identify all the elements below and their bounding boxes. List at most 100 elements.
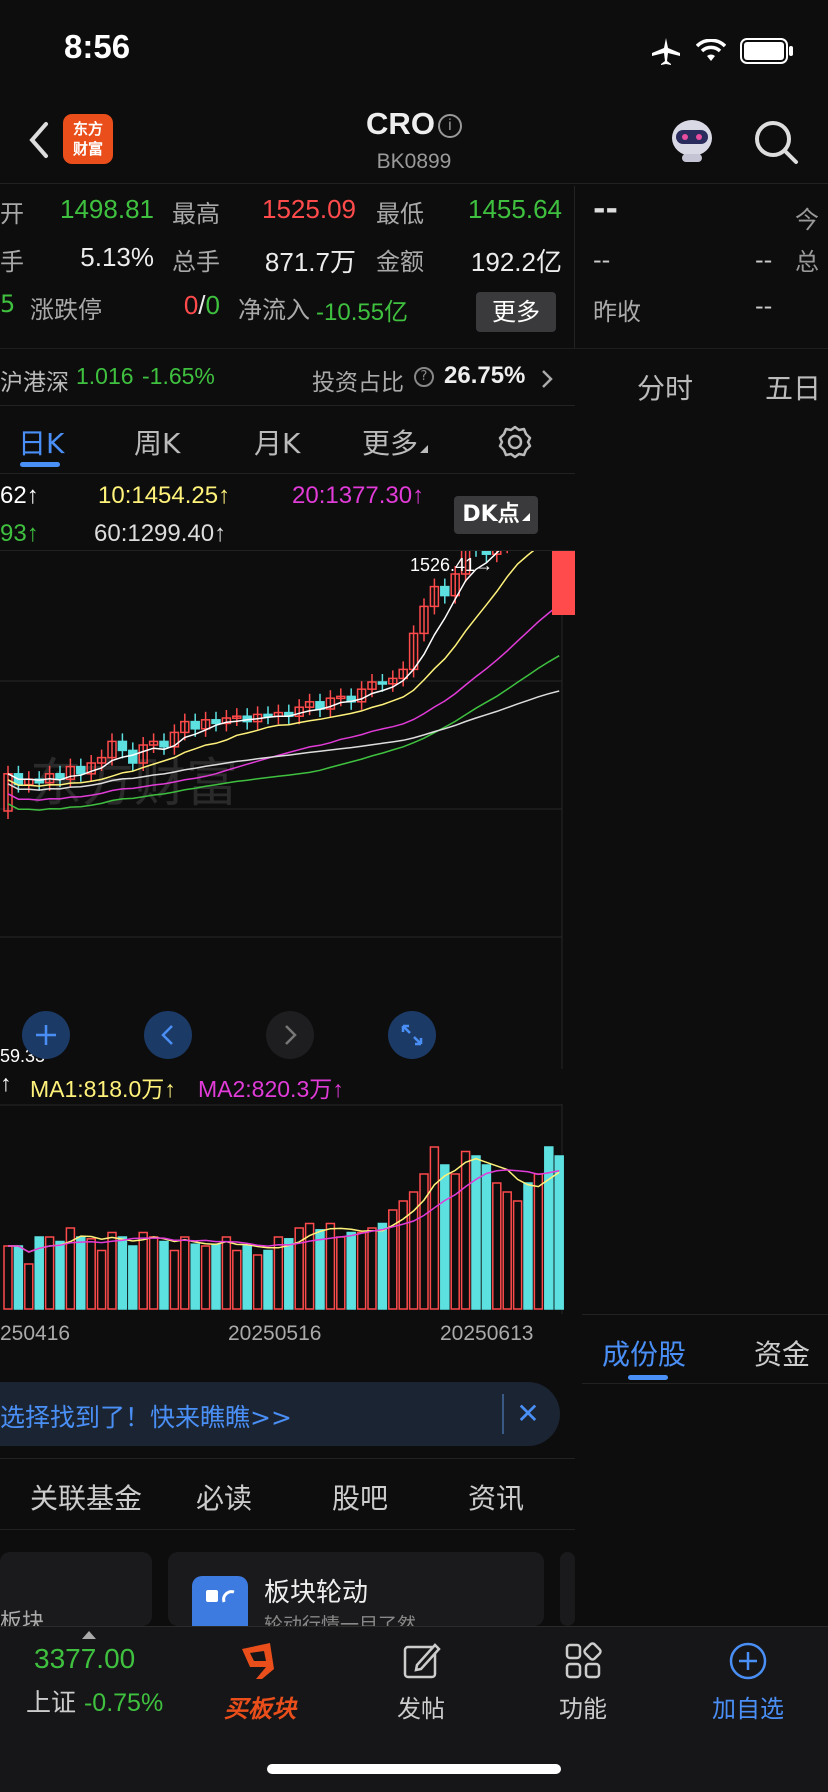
search-icon[interactable] xyxy=(752,118,800,166)
sh-index-value[interactable]: 3377.00 xyxy=(34,1643,136,1674)
kline-chart[interactable]: 东方财富 1526.41→ 59.33 xyxy=(0,495,575,1069)
volume-value: 871.7万 xyxy=(264,247,356,277)
volume-bar xyxy=(55,1240,65,1310)
tab-components[interactable]: 成份股 xyxy=(602,1338,687,1371)
functions-label: 功能 xyxy=(559,1695,607,1723)
vol-ma2: MA2:820.3万↑ xyxy=(198,1076,344,1102)
buy-sector-label: 买板块 xyxy=(224,1695,296,1723)
tab-must-read[interactable]: 必读 xyxy=(196,1482,253,1515)
back-icon[interactable] xyxy=(22,118,58,162)
tab-month-k[interactable]: 月K xyxy=(254,427,301,460)
candle-body xyxy=(232,715,242,719)
banner-text[interactable]: 选择找到了！快来瞧瞧>> xyxy=(0,1403,292,1432)
date-label-1: 250416 xyxy=(0,1322,71,1345)
amount-label: 金额 xyxy=(376,248,424,276)
app-logo[interactable]: 东方 财富 xyxy=(63,114,113,164)
assistant-robot-icon[interactable] xyxy=(664,114,720,166)
volume-chart[interactable] xyxy=(0,1104,575,1314)
tab-funds[interactable]: 资金 xyxy=(754,1338,811,1371)
vol-ma1: MA1:818.0万↑ xyxy=(30,1076,176,1102)
open-label: 开 xyxy=(0,200,24,228)
candle-body xyxy=(377,681,388,685)
volume-ma-line xyxy=(8,1169,560,1253)
right-value-a: -- xyxy=(593,246,611,274)
volume-bar xyxy=(523,1182,533,1310)
volume-bar xyxy=(408,1191,419,1310)
expand-icon xyxy=(401,1024,423,1046)
promo-banner[interactable]: 选择找到了！快来瞧瞧>> ✕ xyxy=(0,1382,560,1446)
volume-bar xyxy=(159,1240,169,1310)
volume-bar xyxy=(460,1150,471,1310)
tab-fiveday[interactable]: 五日 xyxy=(765,372,822,405)
date-label-2: 20250516 xyxy=(228,1322,322,1345)
tab-forum[interactable]: 股吧 xyxy=(332,1482,389,1515)
volume-bar xyxy=(107,1231,117,1310)
add-watchlist-button[interactable]: 加自选 xyxy=(706,1639,790,1724)
card-sector[interactable]: 板块 xyxy=(0,1552,152,1626)
ma30-value: 93↑ xyxy=(0,520,39,547)
kline-chart-svg[interactable]: 东方财富 1526.41→ 59.33 xyxy=(0,495,575,1069)
kline-tabs: 日K 周K 月K 更多 xyxy=(0,408,575,474)
settings-gear-icon[interactable] xyxy=(497,424,533,460)
close-icon[interactable]: ✕ xyxy=(502,1394,552,1434)
chevron-right-icon xyxy=(285,1025,297,1045)
scroll-left-button[interactable] xyxy=(144,1011,192,1059)
candle-body xyxy=(190,720,200,730)
card-sector-rotation[interactable]: 板块轮动 轮动行情一目了然 xyxy=(168,1552,544,1626)
caret-up-icon xyxy=(82,1631,96,1639)
buy-sector-button[interactable]: 买板块 xyxy=(218,1639,302,1724)
volume-bar xyxy=(502,1191,512,1310)
candle-body xyxy=(169,731,180,748)
right-price: -- xyxy=(593,192,618,227)
fullscreen-button[interactable] xyxy=(388,1011,436,1059)
scroll-right-button[interactable] xyxy=(266,1011,314,1059)
candle-body xyxy=(304,701,315,708)
tab-day-k[interactable]: 日K xyxy=(18,427,65,460)
logo-line1: 东方 xyxy=(72,120,103,138)
candle-body xyxy=(3,773,13,812)
chevron-right-icon[interactable] xyxy=(540,368,554,390)
tab-timeshare[interactable]: 分时 xyxy=(637,372,694,405)
candle-body xyxy=(325,697,336,710)
panel-divider xyxy=(574,186,575,348)
volume-bar xyxy=(86,1238,96,1310)
page-title[interactable]: CRO i xyxy=(0,106,828,142)
more-button[interactable]: 更多 xyxy=(476,292,556,332)
add-watchlist-label: 加自选 xyxy=(712,1695,784,1723)
volume-bar xyxy=(398,1200,408,1310)
high-marker: 1526.41→ xyxy=(410,555,493,575)
functions-button[interactable]: 功能 xyxy=(548,1639,618,1724)
card-next[interactable] xyxy=(560,1552,575,1626)
turnover-value: 5.13% xyxy=(80,242,154,272)
right-sub-tabs: 成份股 资金 xyxy=(582,1314,828,1384)
tab-news[interactable]: 资讯 xyxy=(468,1482,525,1515)
home-indicator xyxy=(267,1764,561,1774)
volume-bar xyxy=(388,1209,398,1310)
volume-bar xyxy=(117,1236,128,1310)
ma-line xyxy=(7,513,560,781)
active-tab-indicator xyxy=(20,462,60,467)
wifi-icon xyxy=(696,39,726,61)
volume-bar xyxy=(533,1173,544,1310)
tab-more[interactable]: 更多 xyxy=(362,422,429,462)
open-value: 1498.81 xyxy=(60,194,154,224)
tab-week-k[interactable]: 周K xyxy=(134,427,181,460)
right-period-tabs: 分时 五日 xyxy=(575,348,828,420)
info-icon[interactable]: i xyxy=(437,114,462,138)
candle-body xyxy=(148,740,159,746)
add-circle-icon xyxy=(729,1642,767,1680)
sh-index-info[interactable]: 上证 -0.75% xyxy=(26,1683,163,1719)
buy-sector-icon xyxy=(242,1643,274,1679)
nav-bar: 东方 财富 CRO i BK0899 xyxy=(0,100,828,184)
post-button[interactable]: 发帖 xyxy=(386,1639,456,1724)
rotation-icon xyxy=(192,1576,248,1626)
volume-bar xyxy=(284,1238,294,1310)
status-bar: 8:56 xyxy=(0,0,828,100)
dk-point-button[interactable]: DK点 xyxy=(454,496,538,534)
help-icon[interactable]: ? xyxy=(414,367,434,387)
logo-line2: 财富 xyxy=(72,140,103,158)
tab-related-funds[interactable]: 关联基金 xyxy=(30,1482,143,1515)
zoom-in-button[interactable] xyxy=(22,1011,70,1059)
index-bar[interactable]: 沪港深 1.016 -1.65% 投资占比 ? 26.75% xyxy=(0,348,575,406)
index-name: 沪港深 xyxy=(0,370,69,396)
